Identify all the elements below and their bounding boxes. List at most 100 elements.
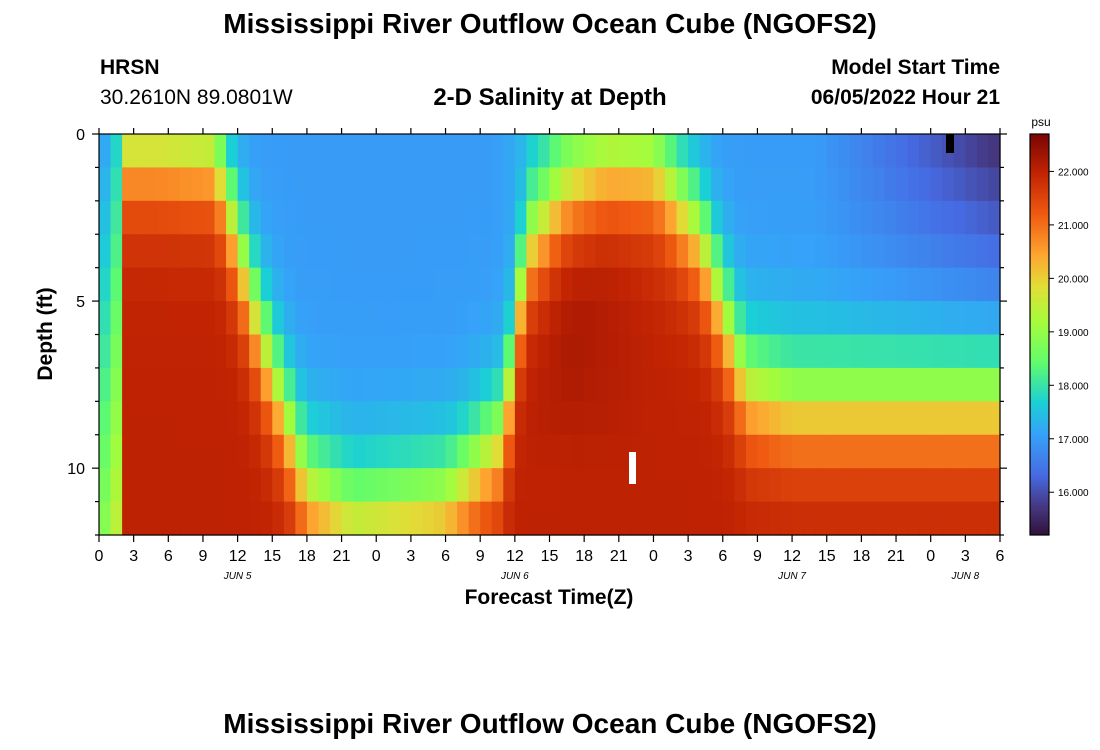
colorbar-ticks: 16.000 17.000 18.000 19.000 20.000 21.000 22.0…: [1049, 167, 1089, 499]
heatmap-cell: [410, 301, 424, 336]
heatmap-cell: [306, 434, 320, 469]
heatmap-cell: [503, 367, 516, 402]
heatmap-cell: [722, 301, 735, 336]
heatmap-cell: [99, 234, 112, 269]
heatmap-cell: [433, 167, 447, 202]
heatmap-cell: [549, 200, 562, 235]
heatmap-cell: [122, 134, 135, 169]
heatmap-cell: [907, 301, 920, 336]
heatmap-cell: [237, 267, 250, 302]
heatmap-cell: [792, 234, 805, 269]
heatmap-cell: [179, 501, 193, 536]
heatmap-cell: [884, 401, 897, 436]
heatmap-cell: [780, 234, 793, 269]
heatmap-cell: [457, 434, 470, 469]
heatmap-cell: [387, 434, 400, 469]
heatmap-cell: [376, 134, 389, 169]
heatmap-cell: [688, 167, 701, 202]
x-tick-label: 18: [575, 548, 593, 565]
heatmap-cell: [976, 334, 990, 369]
heatmap-cell: [676, 301, 689, 336]
heatmap-cell: [330, 267, 343, 302]
heatmap-cell: [376, 501, 389, 536]
heatmap-cell: [537, 468, 551, 503]
heatmap-cell: [549, 167, 562, 202]
heatmap-cell: [202, 334, 216, 369]
heatmap-cell: [965, 167, 978, 202]
heatmap-cell: [283, 367, 296, 402]
heatmap-cell: [364, 200, 377, 235]
heatmap-cell: [930, 501, 943, 536]
heatmap-cell: [584, 468, 597, 503]
heatmap-cell: [122, 501, 135, 536]
heatmap-cell: [179, 301, 193, 336]
heatmap-cell: [896, 167, 909, 202]
heatmap-cell: [676, 234, 689, 269]
x-tick-label: 18: [298, 548, 316, 565]
heatmap-cell: [179, 434, 193, 469]
heatmap-cell: [711, 367, 724, 402]
heatmap-cell: [930, 267, 943, 302]
heatmap-cell: [919, 234, 932, 269]
heatmap-cell: [872, 200, 886, 235]
heatmap-cell: [110, 234, 123, 269]
heatmap-cell: [849, 167, 862, 202]
heatmap-cell: [953, 267, 966, 302]
heatmap-cell: [630, 501, 643, 536]
heatmap-cell: [549, 301, 562, 336]
heatmap-cell: [491, 367, 504, 402]
heatmap-cell: [537, 334, 551, 369]
heatmap-cell: [665, 301, 678, 336]
heatmap-cell: [353, 401, 366, 436]
heatmap-cell: [607, 468, 620, 503]
heatmap-cell: [965, 401, 978, 436]
heatmap-cell: [942, 234, 955, 269]
heatmap-cell: [387, 401, 400, 436]
heatmap-cell: [561, 301, 574, 336]
heatmap-cell: [953, 134, 966, 169]
heatmap-cell: [618, 200, 631, 235]
heatmap-cell: [237, 401, 250, 436]
heatmap-cell: [607, 167, 620, 202]
heatmap-cell: [237, 367, 250, 402]
heatmap-cell: [318, 200, 331, 235]
heatmap-cell: [561, 167, 574, 202]
heatmap-cell: [965, 234, 978, 269]
heatmap-cell: [503, 401, 516, 436]
heatmap-cell: [930, 167, 943, 202]
heatmap-cell: [318, 468, 331, 503]
heatmap-cell: [549, 134, 562, 169]
heatmap-cell: [445, 234, 458, 269]
heatmap-cell: [318, 401, 331, 436]
heatmap-cell: [133, 267, 146, 302]
heatmap-cell: [653, 234, 666, 269]
heatmap-cell: [838, 301, 851, 336]
heatmap-cell: [306, 401, 320, 436]
heatmap-cell: [480, 301, 493, 336]
colorbar-tick-label: 17.000: [1058, 435, 1089, 446]
heatmap-cell: [907, 501, 920, 536]
heatmap-cell: [537, 301, 551, 336]
heatmap-cell: [179, 367, 193, 402]
heatmap-cell: [237, 334, 250, 369]
heatmap-cell: [272, 167, 285, 202]
date-label: JUN 8: [950, 571, 979, 582]
heatmap-cell: [861, 200, 874, 235]
heatmap-cell: [595, 134, 608, 169]
heatmap-cell: [838, 501, 851, 536]
x-tick-label: 0: [926, 548, 935, 565]
heatmap-cell: [191, 434, 204, 469]
heatmap-cell: [676, 334, 689, 369]
heatmap-cell: [468, 401, 481, 436]
heatmap-cell: [572, 367, 585, 402]
heatmap-cell: [457, 401, 470, 436]
heatmap-cell: [514, 334, 527, 369]
heatmap-cell: [826, 134, 839, 169]
heatmap-cell: [295, 301, 308, 336]
heatmap-cell: [306, 367, 320, 402]
heatmap-cell: [214, 301, 227, 336]
heatmap-cell: [353, 334, 366, 369]
heatmap-cell: [699, 200, 712, 235]
heatmap-cell: [480, 234, 493, 269]
heatmap-cell: [260, 367, 273, 402]
